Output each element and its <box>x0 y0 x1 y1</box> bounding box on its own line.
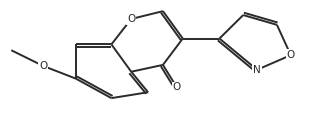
Text: N: N <box>253 65 261 75</box>
Text: O: O <box>173 82 181 92</box>
Text: O: O <box>39 61 47 71</box>
Text: O: O <box>127 14 135 24</box>
Text: O: O <box>287 50 295 60</box>
